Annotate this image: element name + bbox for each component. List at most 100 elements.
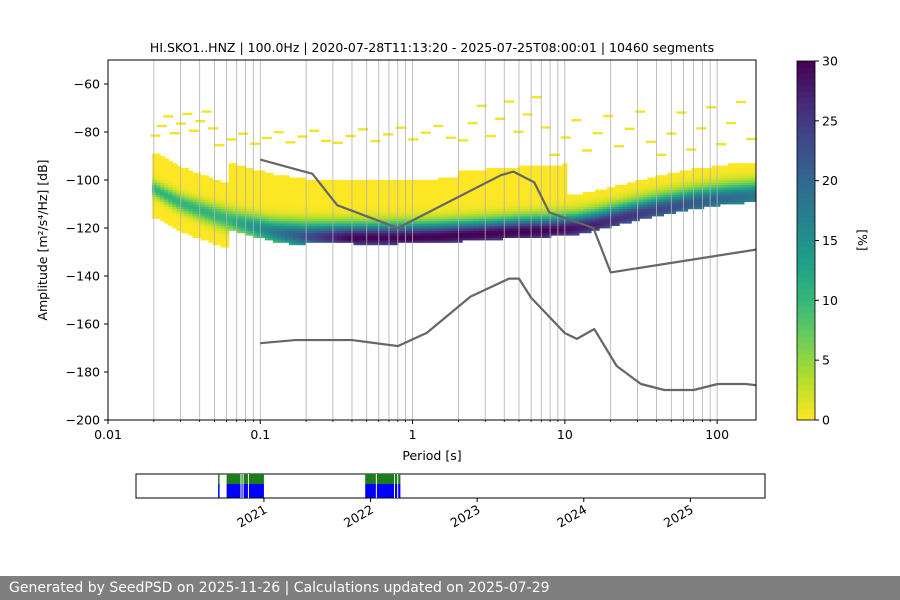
- heatmap-cell: [188, 172, 194, 176]
- heatmap-cell: [429, 196, 435, 200]
- heatmap-cell: [450, 177, 455, 181]
- heatmap-cell: [490, 237, 495, 241]
- heatmap-cell: [466, 199, 471, 202]
- heatmap-cell: [220, 187, 226, 190]
- heatmap-cell: [450, 228, 455, 231]
- heatmap-cell: [289, 240, 294, 243]
- heatmap-cell: [301, 189, 306, 193]
- heatmap-cell: [486, 216, 491, 219]
- heatmap-cell: [542, 175, 548, 178]
- heatmap-cell: [184, 213, 189, 217]
- heatmap-cell: [337, 208, 342, 212]
- heatmap-cell: [152, 194, 157, 198]
- heatmap-cell: [683, 170, 689, 174]
- heatmap-cell: [466, 225, 471, 229]
- heatmap-cell: [236, 196, 242, 200]
- heatmap-cell: [494, 192, 499, 195]
- heatmap-cell: [172, 187, 177, 190]
- heatmap-cell: [220, 223, 226, 226]
- heatmap-cell: [188, 187, 194, 190]
- heatmap-cell: [417, 235, 423, 238]
- heatmap-cell: [272, 240, 278, 243]
- colorbar-strip: [797, 210, 815, 218]
- heatmap-cell: [357, 184, 363, 188]
- heatmap-cell: [607, 220, 612, 224]
- heatmap-cell: [723, 187, 729, 190]
- heatmap-cell: [393, 235, 399, 238]
- heatmap-cell: [232, 216, 238, 219]
- heatmap-cell: [341, 192, 346, 195]
- heatmap-cell: [554, 180, 560, 183]
- heatmap-cell: [723, 184, 729, 188]
- heatmap-cell: [389, 192, 395, 195]
- heatmap-cell: [425, 232, 431, 236]
- heatmap-outlier: [238, 132, 249, 135]
- heatmap-cell: [466, 213, 471, 217]
- heatmap-cell: [321, 192, 326, 195]
- heatmap-cell: [558, 201, 564, 205]
- heatmap-cell: [446, 184, 451, 188]
- heatmap-cell: [192, 182, 198, 186]
- heatmap-cell: [433, 223, 439, 226]
- heatmap-cell: [301, 218, 306, 222]
- heatmap-outlier: [635, 110, 646, 113]
- heatmap-cell: [506, 196, 512, 200]
- heatmap-cell: [333, 196, 338, 200]
- heatmap-cell: [256, 175, 262, 178]
- heatmap-cell: [558, 165, 564, 169]
- heatmap-cell: [542, 182, 548, 186]
- heatmap-cell: [325, 240, 330, 243]
- heatmap-cell: [280, 194, 286, 198]
- heatmap-cell: [409, 225, 415, 229]
- heatmap-cell: [401, 225, 407, 229]
- heatmap-cell: [599, 194, 604, 198]
- heatmap-cell: [458, 220, 463, 224]
- heatmap-cell: [196, 199, 202, 202]
- heatmap-cell: [554, 175, 560, 178]
- heatmap-cell: [522, 230, 528, 234]
- heatmap-cell: [474, 177, 479, 181]
- heatmap-cell: [715, 189, 721, 193]
- heatmap-cell: [260, 196, 266, 200]
- heatmap-cell: [232, 168, 238, 171]
- heatmap-cell: [305, 237, 310, 241]
- heatmap-cell: [180, 189, 185, 193]
- heatmap-cell: [425, 223, 431, 226]
- heatmap-cell: [534, 182, 540, 186]
- heatmap-cell: [486, 189, 491, 193]
- heatmap-cell: [667, 196, 673, 200]
- heatmap-cell: [345, 230, 351, 234]
- heatmap-cell: [498, 230, 503, 234]
- heatmap-cell: [289, 220, 294, 224]
- heatmap-cell: [208, 187, 214, 190]
- heatmap-cell: [417, 223, 423, 226]
- heatmap-cell: [345, 192, 351, 195]
- heatmap-cell: [619, 187, 624, 190]
- heatmap-cell: [216, 208, 222, 212]
- heatmap-cell: [397, 206, 403, 210]
- heatmap-cell: [747, 199, 753, 202]
- heatmap-cell: [695, 180, 701, 183]
- heatmap-cell: [184, 187, 189, 190]
- heatmap-cell: [224, 218, 230, 222]
- heatmap-cell: [578, 194, 584, 198]
- heatmap-cell: [751, 194, 756, 198]
- heatmap-cell: [377, 199, 383, 202]
- heatmap-cell: [317, 216, 322, 219]
- colorbar-strip: [797, 342, 815, 349]
- heatmap-cell: [550, 194, 556, 198]
- heatmap-cell: [478, 177, 483, 181]
- heatmap-cell: [490, 220, 495, 224]
- heatmap-cell: [494, 218, 499, 222]
- heatmap-cell: [373, 237, 379, 241]
- heatmap-cell: [341, 211, 346, 214]
- heatmap-cell: [727, 201, 733, 205]
- heatmap-cell: [594, 223, 600, 226]
- timeline-gap: [247, 474, 249, 498]
- heatmap-cell: [546, 189, 552, 193]
- heatmap-cell: [486, 175, 491, 178]
- heatmap-cell: [478, 213, 483, 217]
- heatmap-cell: [264, 232, 270, 236]
- heatmap-cell: [289, 177, 294, 181]
- heatmap-cell: [224, 208, 230, 212]
